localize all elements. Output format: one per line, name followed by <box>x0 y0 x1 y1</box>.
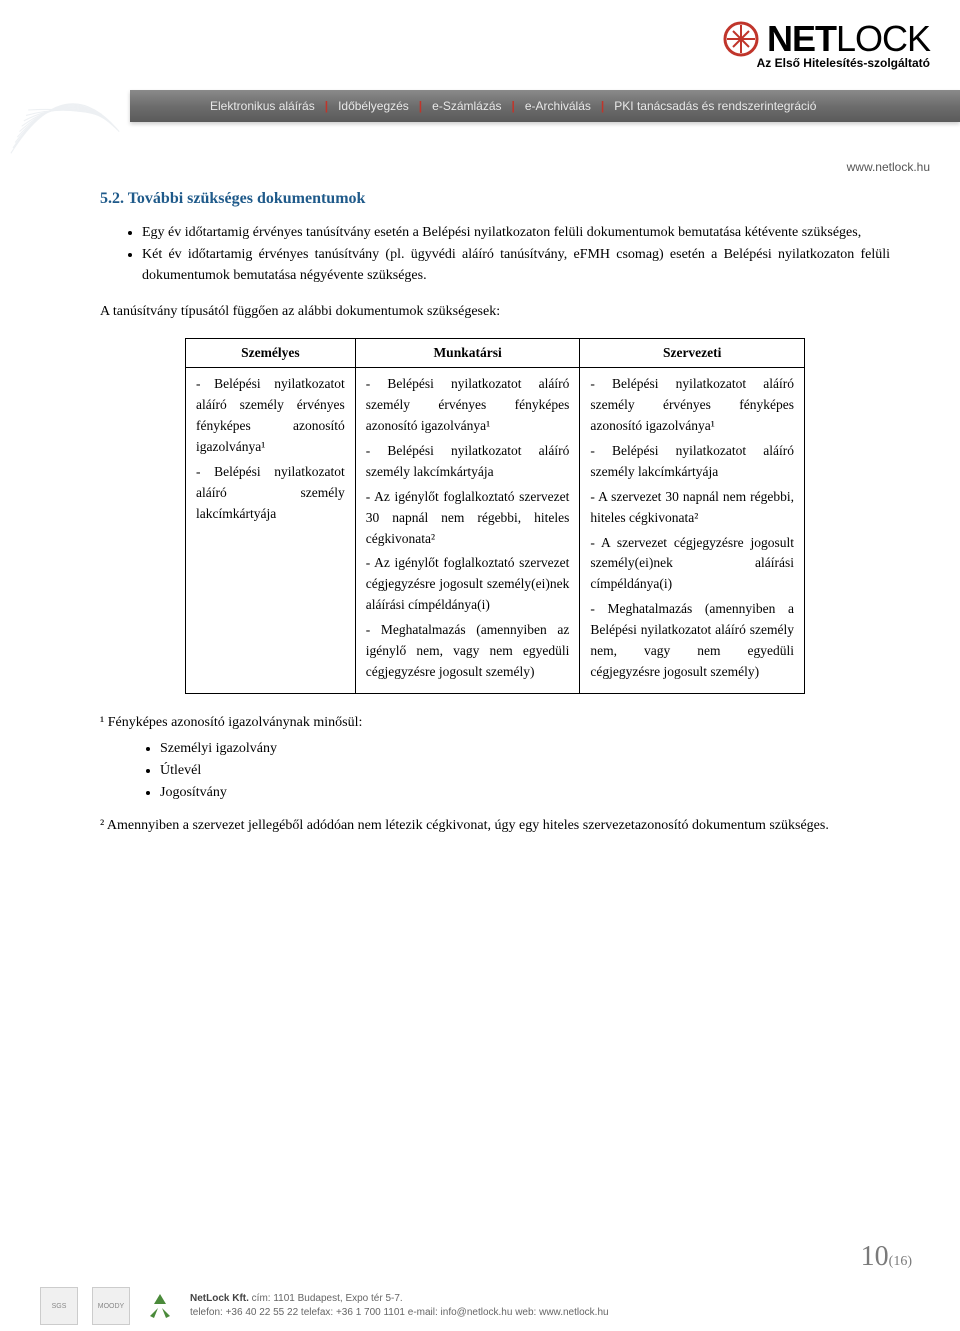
navbar: Elektronikus aláírás | Időbélyegzés | e-… <box>130 90 960 122</box>
fn-item: Jogosítvány <box>160 782 890 804</box>
table-header: Szervezeti <box>580 339 805 368</box>
nav-item: Elektronikus aláírás <box>210 99 315 113</box>
footnote-1-label: ¹ Fényképes azonosító igazolványnak minő… <box>100 712 890 734</box>
table-intro: A tanúsítvány típusától függően az alább… <box>100 301 890 322</box>
logo-text: NETLOCK <box>767 18 930 60</box>
fn-item: Személyi igazolvány <box>160 738 890 760</box>
nav-separator: | <box>325 99 328 113</box>
table-header: Személyes <box>186 339 356 368</box>
footnote-2: ² Amennyiben a szervezet jellegéből adód… <box>100 815 890 837</box>
document-body: 5.2. További szükséges dokumentumok Egy … <box>100 190 890 1251</box>
recycle-icon <box>144 1290 176 1322</box>
website-url: www.netlock.hu <box>847 160 930 174</box>
footer-contact: NetLock Kft. cím: 1101 Budapest, Expo té… <box>190 1292 609 1320</box>
nav-item: Időbélyegzés <box>338 99 409 113</box>
sgs-badge: SGS <box>40 1287 78 1325</box>
footnote-1-list: Személyi igazolvány Útlevél Jogosítvány <box>100 738 890 805</box>
table-cell: - Belépési nyilatkozatot aláíró személy … <box>355 368 580 694</box>
table-header: Munkatársi <box>355 339 580 368</box>
page-number: 10(16) <box>861 1241 912 1273</box>
moody-badge: MOODY <box>92 1287 130 1325</box>
table-cell: - Belépési nyilatkozatot aláíró személy … <box>186 368 356 694</box>
nav-separator: | <box>601 99 604 113</box>
footnotes: ¹ Fényképes azonosító igazolványnak minő… <box>100 712 890 837</box>
nav-item: e-Számlázás <box>432 99 501 113</box>
nav-item: e-Archiválás <box>525 99 591 113</box>
requirement-bullets: Egy év időtartamig érvényes tanúsítvány … <box>100 222 890 287</box>
nav-separator: | <box>419 99 422 113</box>
footer: SGS MOODY NetLock Kft. cím: 1101 Budapes… <box>0 1281 960 1331</box>
page-header: NETLOCK Az Első Hitelesítés-szolgáltató … <box>0 0 960 130</box>
nav-item: PKI tanácsadás és rendszerintegráció <box>614 99 816 113</box>
netlock-logo-icon <box>721 19 761 59</box>
logo-block: NETLOCK Az Első Hitelesítés-szolgáltató <box>721 18 930 70</box>
fingerprint-graphic <box>0 45 130 175</box>
nav-separator: | <box>512 99 515 113</box>
bullet-item: Két év időtartamig érvényes tanúsítvány … <box>142 244 890 287</box>
table-cell: - Belépési nyilatkozatot aláíró személy … <box>580 368 805 694</box>
fn-item: Útlevél <box>160 760 890 782</box>
section-heading: 5.2. További szükséges dokumentumok <box>100 190 890 208</box>
documents-table: Személyes Munkatársi Szervezeti - Belépé… <box>185 338 805 694</box>
bullet-item: Egy év időtartamig érvényes tanúsítvány … <box>142 222 890 244</box>
